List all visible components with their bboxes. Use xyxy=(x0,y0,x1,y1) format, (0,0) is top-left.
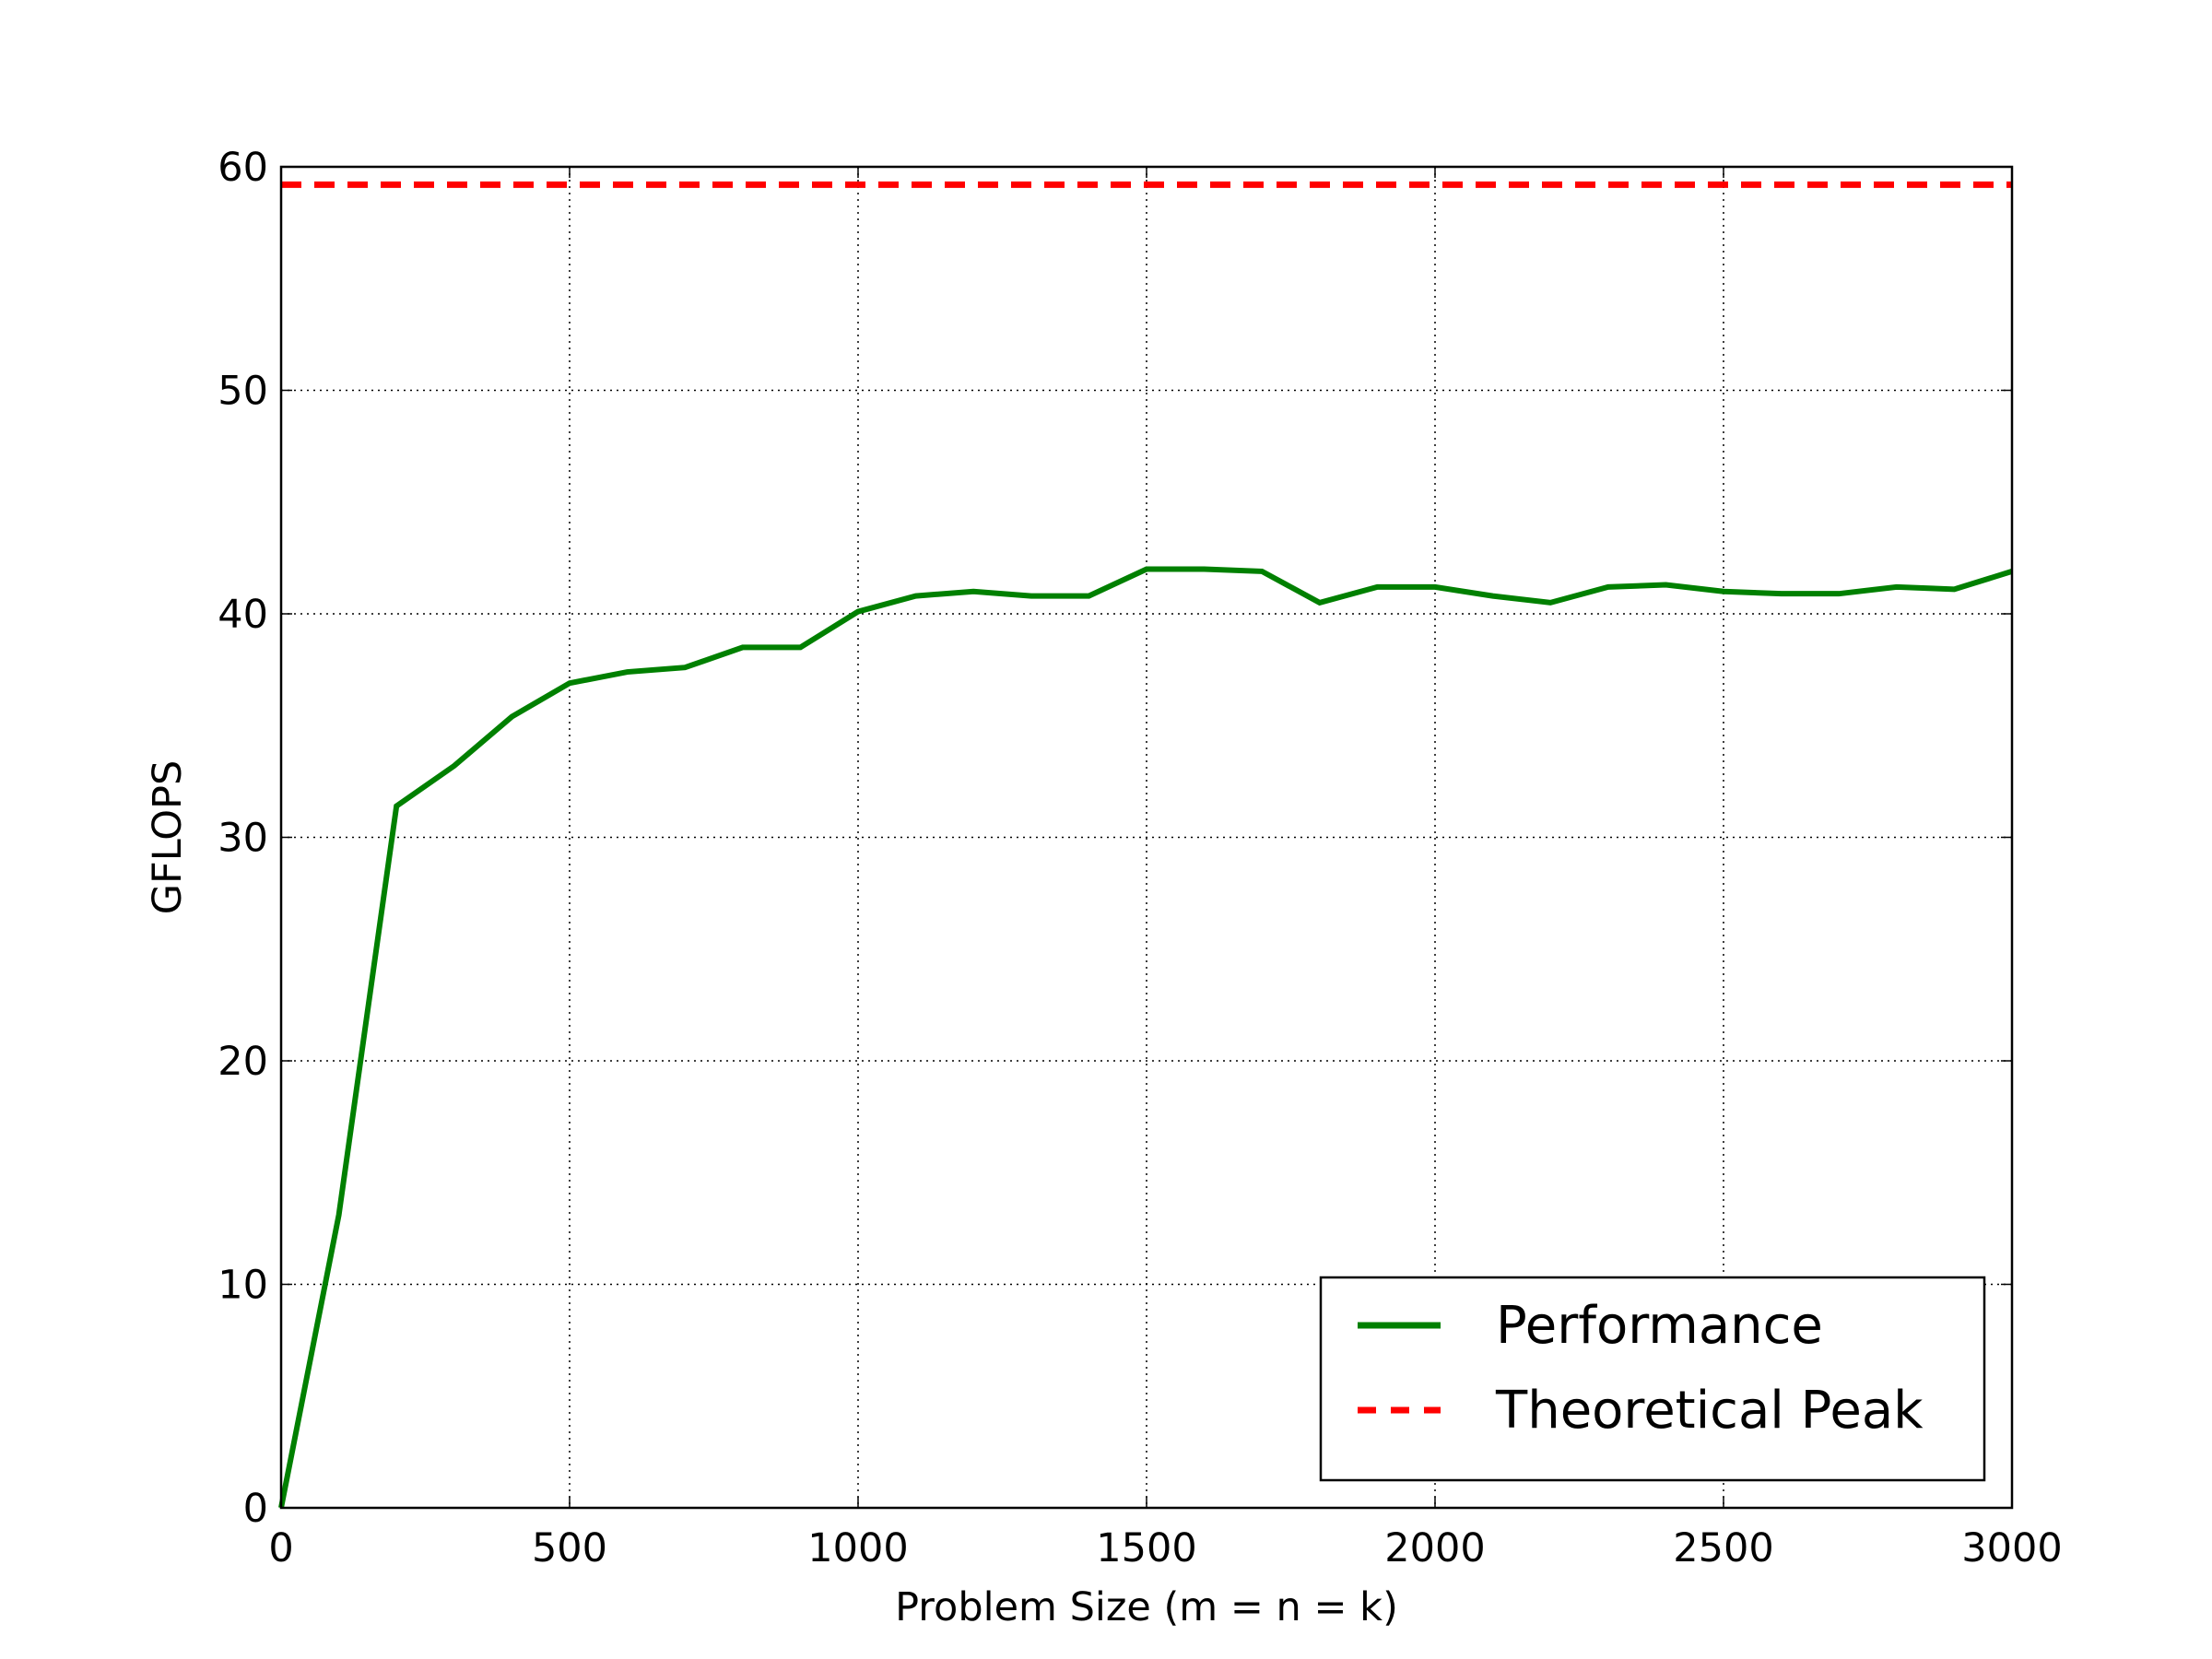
legend-label: Theoretical Peak xyxy=(1495,1381,1924,1441)
y-tick-label: 40 xyxy=(218,592,268,638)
plot-frame xyxy=(279,165,2014,1510)
legend: Performance Theoretical Peak xyxy=(1319,1276,1986,1482)
data-line xyxy=(278,566,2013,1509)
y-axis-label: GFLOPS xyxy=(145,760,191,915)
y-tick-label: 0 xyxy=(243,1486,268,1532)
y-tick-label: 10 xyxy=(218,1263,268,1309)
x-tick-label: 1500 xyxy=(1096,1525,1196,1571)
x-tick-label: 1000 xyxy=(807,1525,908,1571)
x-tick-label: 0 xyxy=(268,1525,293,1571)
legend-frame xyxy=(1319,1276,1986,1482)
legend-label: Performance xyxy=(1496,1296,1823,1356)
y-tick-label: 20 xyxy=(218,1039,268,1085)
x-tick-label: 2000 xyxy=(1384,1525,1485,1571)
y-tick-label: 30 xyxy=(218,816,268,862)
x-axis-label: Problem Size (m = n = k) xyxy=(895,1584,1398,1630)
y-tick-label: 50 xyxy=(218,369,268,415)
x-tick-label: 500 xyxy=(532,1525,607,1571)
y-tick-label: 60 xyxy=(218,145,268,191)
x-tick-label: 2500 xyxy=(1673,1525,1773,1571)
x-tick-label: 3000 xyxy=(1961,1525,2062,1571)
